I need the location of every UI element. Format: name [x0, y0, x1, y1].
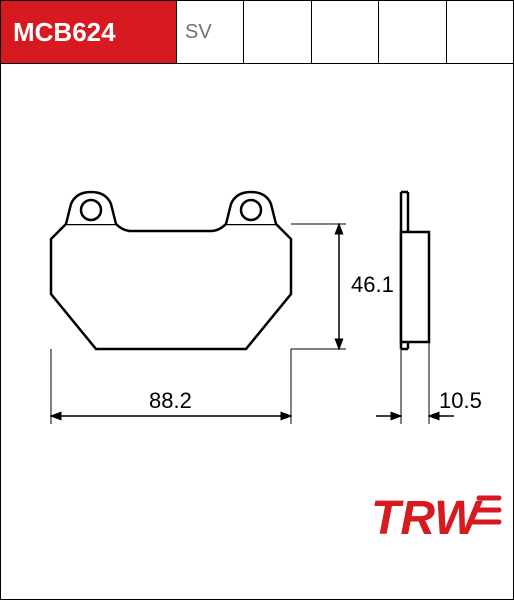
drawing-svg: 46.1 88.2 10.5 TRW [1, 64, 514, 602]
left-hole [81, 200, 101, 220]
dim-thickness: 10.5 [376, 342, 482, 424]
pad-outline [51, 224, 291, 349]
empty-cell-1 [243, 1, 310, 63]
drawing-area: 46.1 88.2 10.5 TRW [1, 64, 513, 602]
dim-width: 88.2 [51, 349, 291, 424]
variant-cell: SV [176, 1, 243, 63]
empty-cell-2 [311, 1, 378, 63]
front-view [51, 192, 291, 349]
side-view [401, 192, 429, 349]
empty-cell-4 [446, 1, 513, 63]
dim-width-label: 88.2 [149, 388, 192, 413]
variant-label: SV [185, 21, 212, 44]
trw-logo: TRW [371, 492, 499, 545]
dim-height: 46.1 [291, 224, 394, 349]
dim-thickness-label: 10.5 [439, 388, 482, 413]
technical-drawing: MCB624 SV [0, 0, 514, 600]
logo-text: TRW [371, 492, 483, 545]
part-number-cell: MCB624 [1, 1, 176, 63]
part-number: MCB624 [13, 17, 116, 48]
side-friction [401, 232, 429, 342]
right-hole [241, 200, 261, 220]
header-row: MCB624 SV [1, 1, 513, 64]
dim-height-label: 46.1 [351, 272, 394, 297]
empty-cell-3 [378, 1, 445, 63]
header-cells: SV [176, 1, 513, 63]
